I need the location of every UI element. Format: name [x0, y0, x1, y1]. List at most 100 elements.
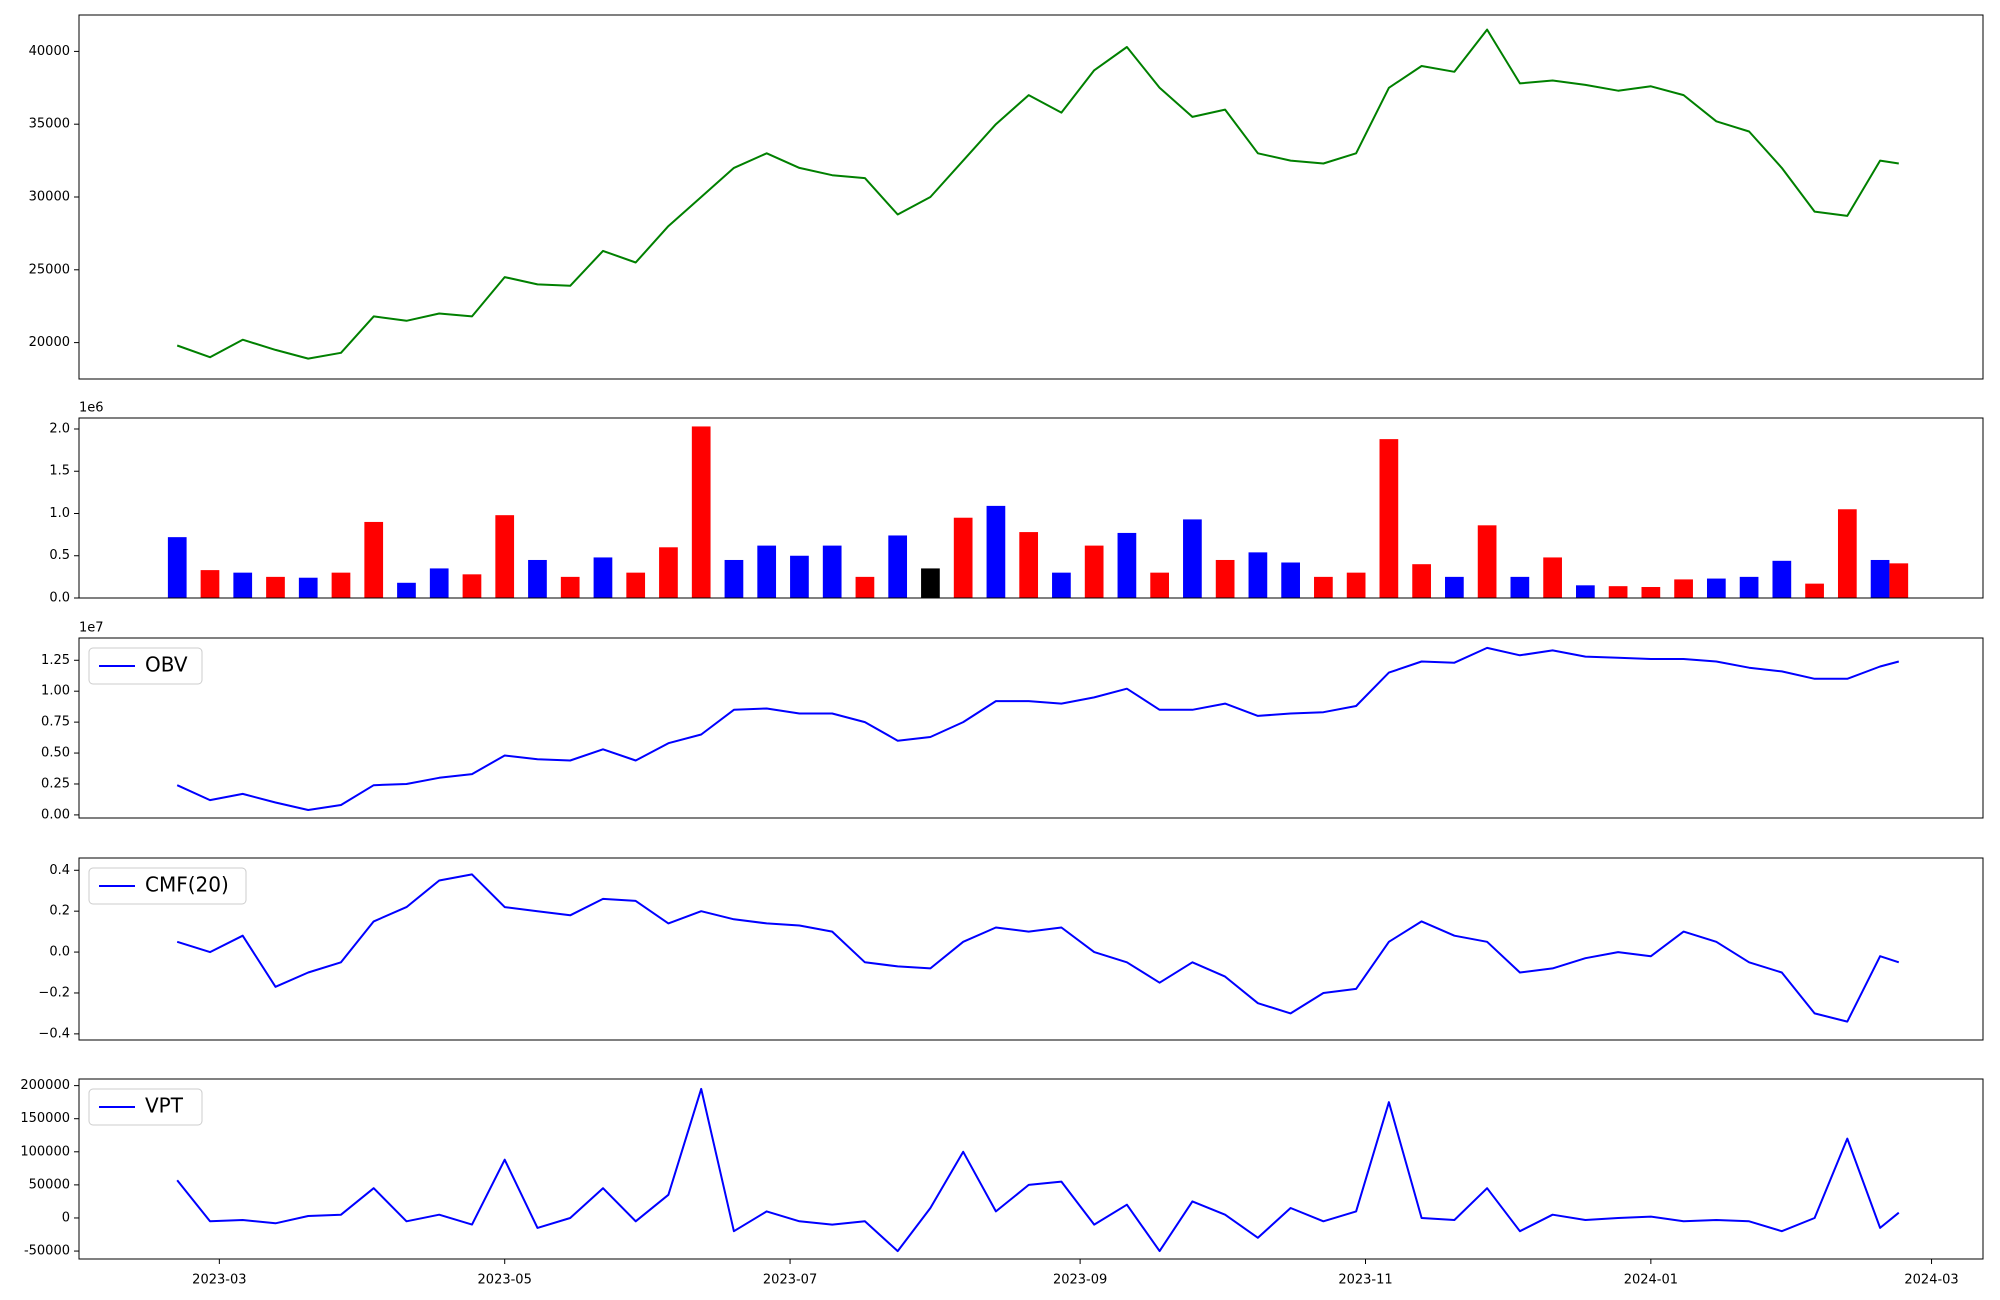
bar: [855, 576, 875, 598]
bar: [953, 517, 973, 598]
bar: [1248, 552, 1268, 598]
axes-frame: [78, 637, 1984, 819]
bar: [626, 572, 646, 598]
legend: OBV: [88, 647, 203, 685]
bar: [1150, 572, 1170, 598]
bar: [495, 515, 515, 598]
y-tick-label: 0.00: [41, 807, 70, 822]
y-tick-label: 1.0: [49, 506, 70, 521]
legend: CMF(20): [88, 867, 247, 905]
y-tick-label: 1.00: [41, 684, 70, 699]
bar: [1445, 576, 1464, 598]
bar: [429, 568, 449, 598]
bar: [986, 505, 1006, 598]
bar: [233, 572, 253, 598]
y-tick-label: 0.50: [41, 746, 70, 761]
bar: [1674, 579, 1693, 598]
y-tick-label: −0.4: [38, 1026, 70, 1041]
bar: [1477, 525, 1497, 598]
bar: [1772, 560, 1792, 598]
legend-box: [88, 867, 247, 905]
y-tick-label: 50000: [29, 1177, 70, 1192]
bar: [1543, 557, 1562, 598]
y-tick-label: 35000: [29, 117, 70, 132]
panel: -50000 0 50000 100000 150000 200000 2023-03 202…: [20, 1078, 1984, 1288]
y-tick-label: 30000: [29, 190, 70, 205]
y-tick-label: 40000: [29, 44, 70, 59]
bar: [1183, 519, 1202, 598]
bar: [921, 568, 940, 598]
bar: [1019, 532, 1039, 598]
bar: [1052, 572, 1071, 598]
bar: [462, 574, 482, 598]
axis-offset-label: 1e6: [79, 401, 104, 416]
bar: [1706, 578, 1726, 598]
x-tick-label: 2023-07: [763, 1273, 817, 1288]
axes-frame: [78, 14, 1984, 380]
axis-offset-label: 1e7: [79, 621, 104, 636]
bar: [331, 572, 351, 598]
bar: [1379, 439, 1399, 598]
bar: [200, 570, 220, 598]
y-tick-label: 0.4: [49, 863, 70, 878]
y-tick-label: 0.5: [49, 548, 70, 563]
line: [176, 646, 1900, 811]
axes-frame: [78, 417, 1984, 599]
bar: [364, 521, 384, 598]
line: [176, 1087, 1900, 1253]
bar: [397, 582, 416, 598]
legend-label: CMF(20): [145, 873, 229, 897]
legend-box: [88, 1088, 203, 1126]
y-tick-label: −0.2: [38, 985, 70, 1000]
bar: [167, 537, 187, 598]
bar: [691, 426, 711, 598]
x-tick-label: 2023-05: [478, 1273, 532, 1288]
y-tick-label: 0.2: [49, 904, 70, 919]
y-tick-label: 150000: [20, 1111, 70, 1126]
legend-label: VPT: [145, 1094, 184, 1118]
bar: [1641, 587, 1661, 598]
y-tick-label: 1.25: [41, 653, 70, 668]
bar: [1117, 532, 1137, 598]
axes-frame: [78, 857, 1984, 1041]
bar: [593, 557, 613, 598]
x-tick-label: 2023-03: [192, 1273, 246, 1288]
x-tick-label: 2023-11: [1338, 1273, 1392, 1288]
y-tick-label: 0.25: [41, 776, 70, 791]
panel: 20000 25000 30000 35000 40000: [29, 14, 1984, 380]
bar: [560, 576, 580, 598]
panel: 0.0 0.5 1.0 1.5 2.0 1e6: [49, 401, 1984, 606]
bar: [1412, 564, 1431, 598]
bar: [790, 555, 809, 598]
y-tick-label: 0.0: [49, 591, 70, 606]
bar: [1314, 576, 1333, 598]
bar: [1739, 576, 1759, 598]
y-tick-label: 100000: [20, 1144, 70, 1159]
y-tick-label: 0: [62, 1210, 70, 1225]
y-tick-label: 20000: [29, 335, 70, 350]
legend-label: OBV: [145, 653, 188, 677]
bar: [1215, 559, 1235, 598]
y-tick-label: 0.0: [49, 945, 70, 960]
legend-box: [88, 647, 203, 685]
bar: [1281, 562, 1300, 598]
bar: [1608, 586, 1628, 598]
bar: [757, 545, 777, 598]
bar: [528, 559, 547, 598]
bar: [1084, 545, 1104, 598]
panel: 0.00 0.25 0.50 0.75 1.00 1.25 1e7 OBV: [41, 621, 1984, 822]
y-tick-label: -50000: [24, 1244, 70, 1259]
line: [176, 873, 1900, 1023]
bar: [266, 576, 285, 598]
y-tick-label: 1.5: [49, 464, 70, 479]
line: [176, 28, 1899, 360]
y-tick-label: 200000: [20, 1078, 70, 1093]
bar: [1510, 576, 1530, 598]
x-tick-label: 2024-01: [1624, 1273, 1678, 1288]
bar: [1346, 572, 1366, 598]
bar: [1870, 559, 1890, 598]
bar: [1889, 563, 1909, 598]
bar: [1805, 583, 1824, 598]
